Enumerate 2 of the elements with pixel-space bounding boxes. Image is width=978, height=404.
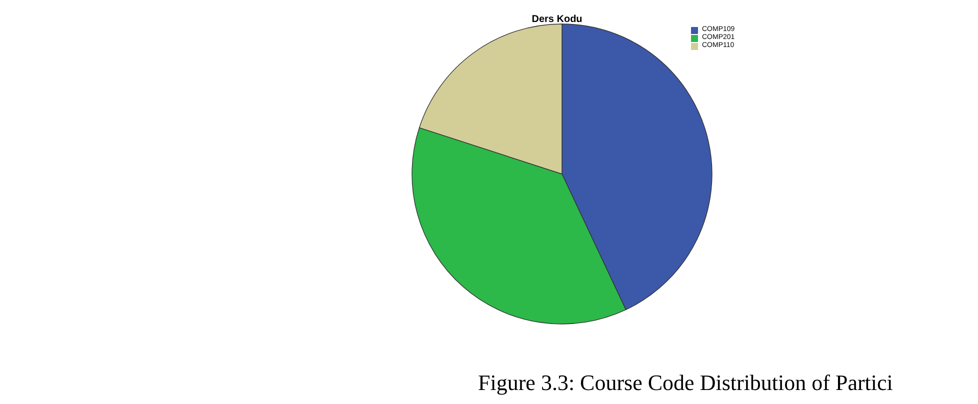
chart-title: Ders Kodu <box>532 14 582 25</box>
caption: Figure 3.3: Course Code Distribution of Partici <box>478 370 893 396</box>
